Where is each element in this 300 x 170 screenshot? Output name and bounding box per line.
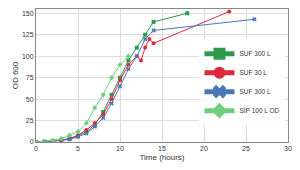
svg-text:Time (hours): Time (hours) xyxy=(139,153,184,162)
svg-text:25: 25 xyxy=(26,117,34,124)
svg-text:75: 75 xyxy=(26,74,34,81)
svg-text:SUF 300 L: SUF 300 L xyxy=(239,50,270,57)
svg-text:50: 50 xyxy=(26,96,34,103)
svg-text:0: 0 xyxy=(30,138,34,145)
svg-text:SUF 30 L: SUF 30 L xyxy=(239,69,267,76)
svg-text:SUF 300 L: SUF 300 L xyxy=(239,88,270,95)
svg-text:30: 30 xyxy=(284,145,292,152)
svg-text:25: 25 xyxy=(242,145,250,152)
svg-text:0: 0 xyxy=(34,145,38,152)
svg-text:20: 20 xyxy=(200,145,208,152)
svg-text:100: 100 xyxy=(22,53,34,60)
svg-text:SIP 100 L OD: SIP 100 L OD xyxy=(239,107,279,114)
svg-text:125: 125 xyxy=(22,31,34,38)
svg-text:5: 5 xyxy=(76,145,80,152)
svg-text:OD 600: OD 600 xyxy=(11,61,20,89)
svg-text:15: 15 xyxy=(158,145,166,152)
svg-text:10: 10 xyxy=(116,145,124,152)
svg-text:150: 150 xyxy=(22,10,34,17)
